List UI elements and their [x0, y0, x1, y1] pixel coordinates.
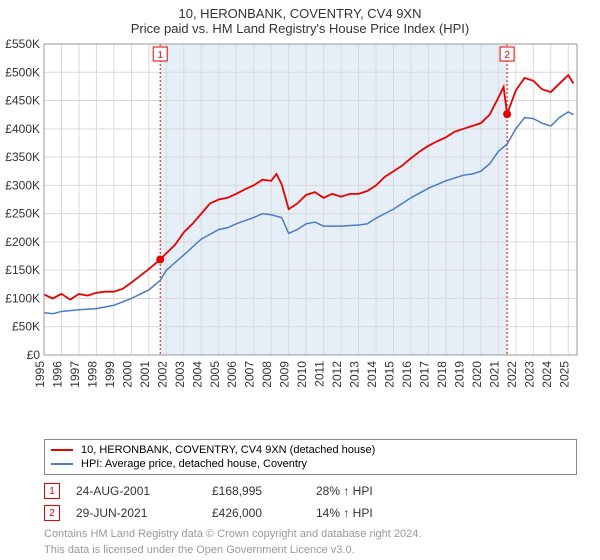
- svg-text:2001: 2001: [138, 361, 152, 388]
- svg-text:2018: 2018: [435, 361, 449, 388]
- title-address: 10, HERONBANK, COVENTRY, CV4 9XN: [0, 6, 600, 21]
- svg-text:2011: 2011: [313, 361, 327, 387]
- svg-text:£250K: £250K: [5, 207, 40, 221]
- svg-text:1995: 1995: [33, 361, 47, 388]
- svg-text:2022: 2022: [505, 361, 519, 388]
- svg-text:2004: 2004: [190, 361, 204, 388]
- footer-line: This data is licensed under the Open Gov…: [44, 544, 600, 556]
- sale-price: £426,000: [212, 506, 300, 520]
- svg-text:2020: 2020: [470, 361, 484, 388]
- svg-text:2000: 2000: [120, 361, 134, 388]
- svg-text:1998: 1998: [85, 361, 99, 388]
- sale-row: 2 29-JUN-2021 £426,000 14% ↑ HPI: [44, 505, 600, 521]
- sale-delta: 28% ↑ HPI: [316, 484, 373, 498]
- svg-text:£0: £0: [27, 348, 41, 362]
- svg-text:£550K: £550K: [5, 38, 40, 51]
- svg-text:2025: 2025: [557, 361, 571, 388]
- svg-text:£500K: £500K: [5, 65, 40, 79]
- svg-text:2012: 2012: [330, 361, 344, 388]
- legend-swatch: [51, 463, 73, 465]
- svg-text:2009: 2009: [278, 361, 292, 388]
- svg-text:1996: 1996: [50, 361, 64, 388]
- svg-text:2017: 2017: [417, 361, 431, 388]
- sale-price: £168,995: [212, 484, 300, 498]
- svg-text:1997: 1997: [68, 361, 82, 388]
- legend-item: HPI: Average price, detached house, Cove…: [51, 457, 570, 471]
- sale-row: 1 24-AUG-2001 £168,995 28% ↑ HPI: [44, 483, 600, 499]
- sale-date: 29-JUN-2021: [76, 506, 196, 520]
- svg-text:2: 2: [504, 50, 510, 61]
- svg-text:1999: 1999: [103, 361, 117, 388]
- svg-text:2006: 2006: [225, 361, 239, 388]
- svg-text:2015: 2015: [383, 361, 397, 388]
- legend-label: HPI: Average price, detached house, Cove…: [81, 458, 307, 470]
- legend: 10, HERONBANK, COVENTRY, CV4 9XN (detach…: [44, 439, 577, 475]
- svg-text:2003: 2003: [173, 361, 187, 388]
- svg-text:2008: 2008: [260, 361, 274, 388]
- svg-text:£150K: £150K: [5, 263, 40, 277]
- chart-titles: 10, HERONBANK, COVENTRY, CV4 9XN Price p…: [0, 0, 600, 38]
- legend-item: 10, HERONBANK, COVENTRY, CV4 9XN (detach…: [51, 443, 570, 457]
- svg-text:2023: 2023: [522, 361, 536, 388]
- svg-text:£50K: £50K: [12, 320, 40, 334]
- svg-text:£350K: £350K: [5, 150, 40, 164]
- svg-text:2014: 2014: [365, 361, 379, 388]
- svg-text:2002: 2002: [155, 361, 169, 388]
- legend-swatch: [51, 449, 73, 451]
- sale-marker: 1: [44, 483, 60, 499]
- svg-text:£200K: £200K: [5, 235, 40, 249]
- sale-marker: 2: [44, 505, 60, 521]
- svg-text:2024: 2024: [540, 361, 554, 388]
- footer-line: Contains HM Land Registry data © Crown c…: [44, 528, 600, 540]
- chart-container: 10, HERONBANK, COVENTRY, CV4 9XN Price p…: [0, 0, 600, 560]
- legend-label: 10, HERONBANK, COVENTRY, CV4 9XN (detach…: [81, 444, 375, 456]
- svg-text:2010: 2010: [295, 361, 309, 388]
- sale-date: 24-AUG-2001: [76, 484, 196, 498]
- title-subtitle: Price paid vs. HM Land Registry's House …: [0, 21, 600, 36]
- svg-text:£400K: £400K: [5, 122, 40, 136]
- svg-text:2016: 2016: [400, 361, 414, 388]
- svg-text:£100K: £100K: [5, 291, 40, 305]
- svg-text:2005: 2005: [208, 361, 222, 388]
- svg-text:£450K: £450K: [5, 94, 40, 108]
- svg-text:1: 1: [157, 50, 163, 61]
- svg-text:2013: 2013: [348, 361, 362, 388]
- svg-text:£300K: £300K: [5, 178, 40, 192]
- chart-area: £0 £50K £100K £150K £200K £250K £300K £350K £400…: [0, 38, 600, 439]
- sale-delta: 14% ↑ HPI: [316, 506, 373, 520]
- svg-text:2021: 2021: [487, 361, 501, 388]
- svg-text:2019: 2019: [452, 361, 466, 388]
- chart-svg: £0 £50K £100K £150K £200K £250K £300K £350K £400…: [0, 38, 600, 403]
- svg-text:2007: 2007: [243, 361, 257, 388]
